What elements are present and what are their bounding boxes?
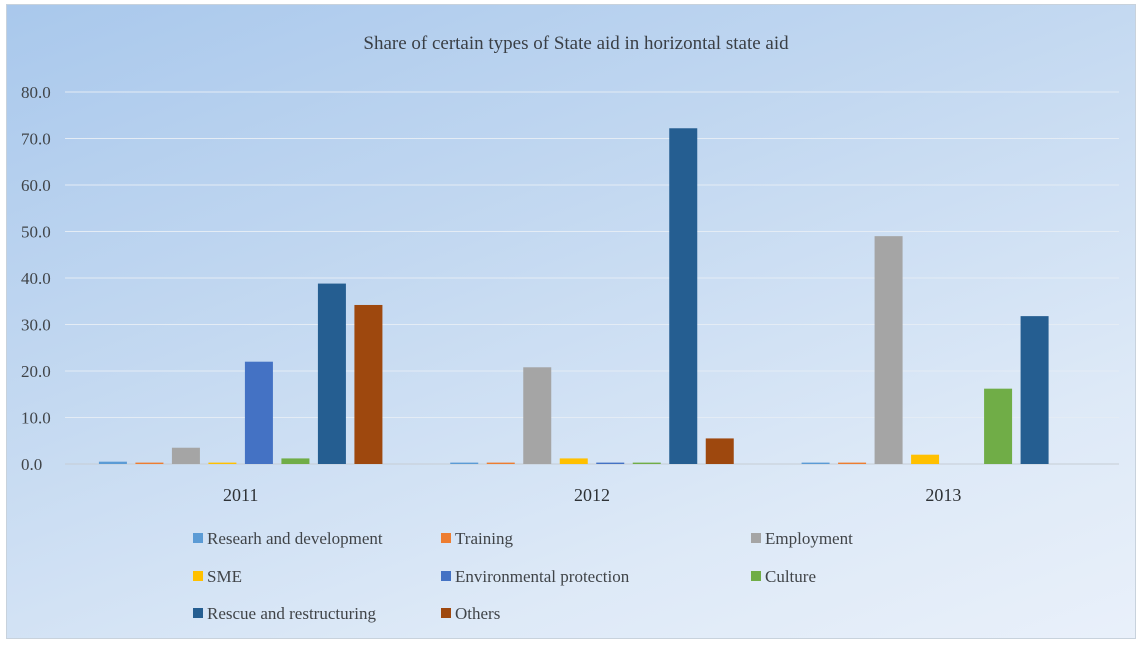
legend-label: Researh and development: [207, 529, 383, 548]
legend-label: Environmental protection: [455, 567, 630, 586]
legend-swatch: [751, 533, 761, 543]
x-category-label: 2011: [223, 485, 258, 505]
bar-2013-series-3: [874, 236, 903, 464]
legend-swatch: [193, 608, 203, 618]
y-tick-label: 40.0: [21, 269, 51, 288]
bar-2012-series-2: [486, 462, 515, 464]
legend-label: Employment: [765, 529, 853, 548]
y-axis-ticks: 0.0 10.0 20.0 30.0 40.0 50.0 60.0 70.0 80.0: [21, 83, 51, 474]
bar-2011-series-1: [98, 461, 127, 464]
bar-2012-series-1: [450, 462, 479, 464]
y-tick-label: 70.0: [21, 130, 51, 149]
legend-swatch: [441, 571, 451, 581]
y-tick-label: 50.0: [21, 223, 51, 242]
bar-2013-series-7: [1020, 316, 1049, 464]
y-tick-label: 30.0: [21, 316, 51, 335]
bars: [98, 128, 1049, 464]
bar-2012-series-7: [669, 128, 698, 464]
bar-2012-series-8: [705, 438, 734, 464]
bar-2013-series-1: [801, 462, 830, 464]
y-tick-label: 60.0: [21, 176, 51, 195]
chart-title: Share of certain types of State aid in h…: [363, 33, 789, 54]
bar-2011-series-5: [244, 361, 273, 464]
bar-2012-series-6: [632, 462, 661, 464]
bar-2012-series-3: [523, 367, 552, 464]
legend: Researh and development Training Employmen…: [193, 529, 853, 623]
bar-2012-series-4: [559, 458, 588, 464]
bar-2011-series-2: [135, 462, 164, 464]
y-tick-label: 20.0: [21, 362, 51, 381]
bar-2012-series-5: [596, 462, 625, 464]
bar-2011-series-8: [354, 304, 383, 464]
bar-2013-series-2: [838, 462, 867, 464]
bar-2011-series-3: [171, 447, 200, 464]
legend-label: Rescue and restructuring: [207, 604, 376, 623]
chart-frame: Share of certain types of State aid in h…: [6, 4, 1136, 639]
y-tick-label: 0.0: [21, 455, 42, 474]
legend-label: Others: [455, 604, 500, 623]
legend-label: SME: [207, 567, 242, 586]
bar-2011-series-4: [208, 462, 237, 464]
x-category-label: 2013: [925, 485, 961, 505]
legend-swatch: [441, 533, 451, 543]
bar-2013-series-4: [911, 454, 940, 464]
legend-label: Culture: [765, 567, 816, 586]
y-tick-label: 80.0: [21, 83, 51, 102]
bar-2011-series-7: [317, 283, 346, 464]
legend-label: Training: [455, 529, 513, 548]
y-tick-label: 10.0: [21, 409, 51, 428]
legend-swatch: [193, 571, 203, 581]
bar-2011-series-6: [281, 458, 310, 464]
legend-swatch: [441, 608, 451, 618]
x-category-label: 2012: [574, 485, 610, 505]
legend-swatch: [193, 533, 203, 543]
legend-swatch: [751, 571, 761, 581]
bar-chart: Share of certain types of State aid in h…: [21, 33, 1119, 623]
x-axis-categories: 2011 2012 2013: [223, 485, 961, 505]
bar-2013-series-6: [984, 388, 1013, 464]
gridlines: [65, 91, 1119, 465]
